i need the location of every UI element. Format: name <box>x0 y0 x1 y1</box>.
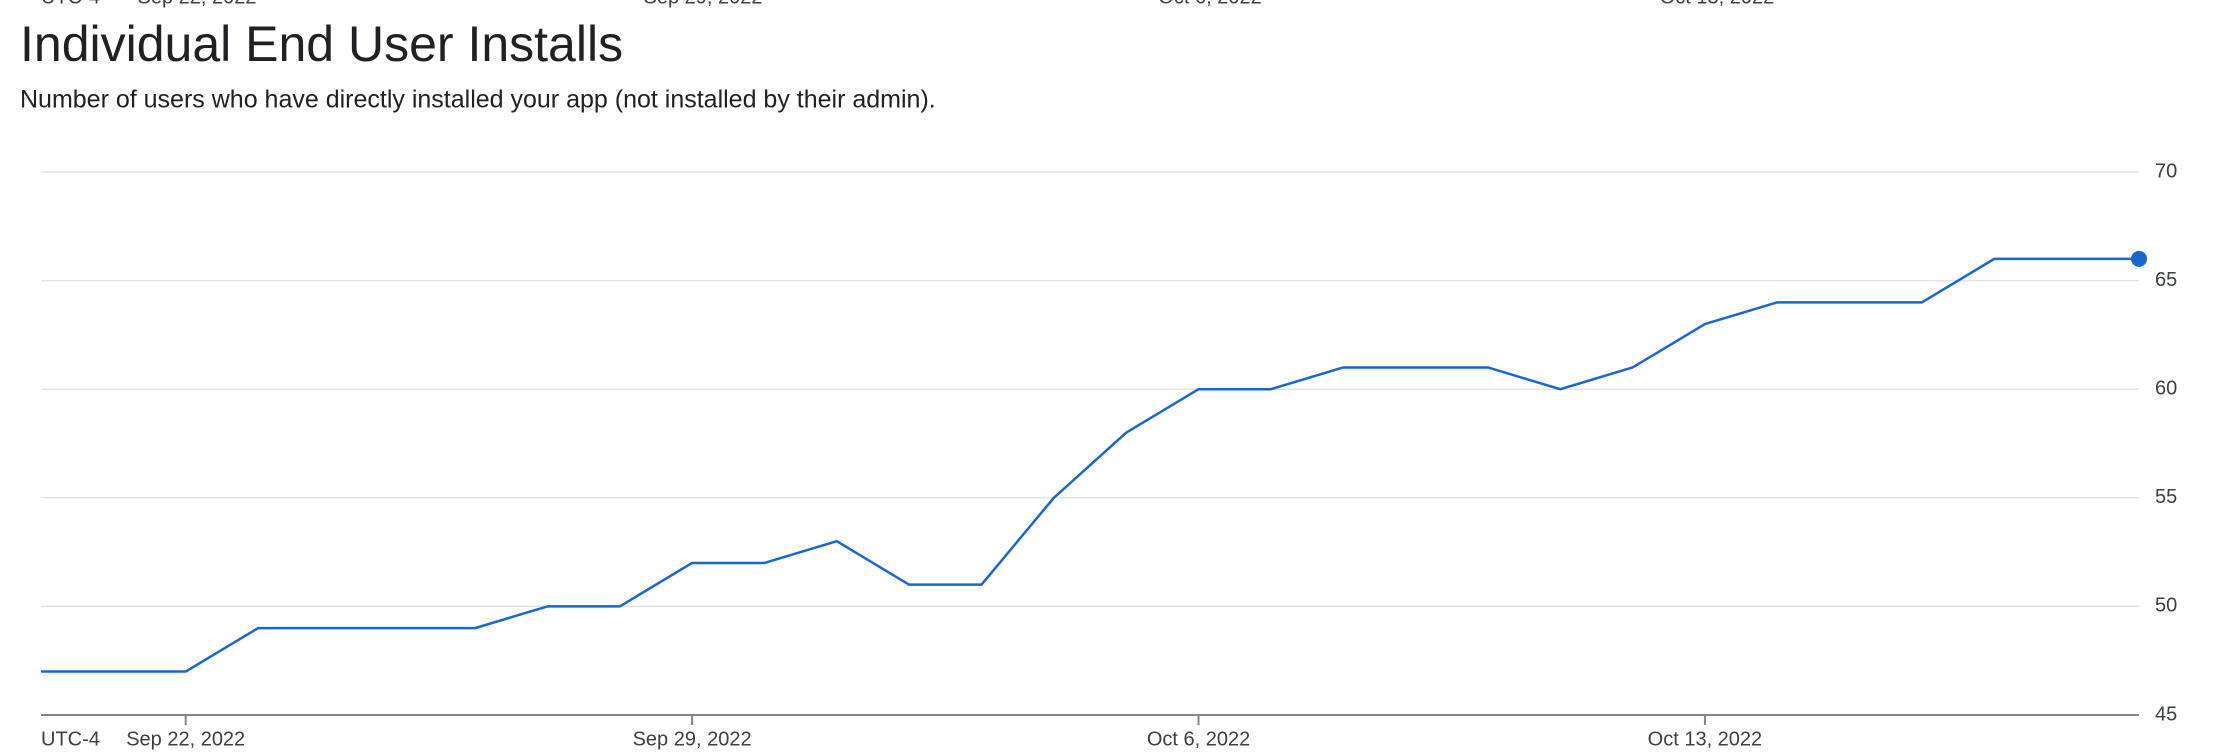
cropped-axis-label: Oct 6, 2022 <box>1158 0 1261 8</box>
cropped-axis-label: Oct 13, 2022 <box>1660 0 1775 8</box>
y-tick-label: 50 <box>2155 595 2177 617</box>
y-tick-label: 70 <box>2155 160 2177 182</box>
x-tick-label: Oct 13, 2022 <box>1648 728 1763 750</box>
y-tick-label: 60 <box>2155 377 2177 399</box>
x-tick-label: Sep 22, 2022 <box>126 728 245 750</box>
y-tick-label: 45 <box>2155 703 2177 725</box>
chart-subtitle: Number of users who have directly instal… <box>20 86 936 114</box>
line-series <box>41 257 2139 673</box>
cropped-axis-label: Sep 29, 2022 <box>644 0 763 8</box>
chart-title: Individual End User Installs <box>20 16 623 72</box>
cropped-axis-label: UTC-4 <box>41 0 100 8</box>
x-tick-label: Oct 6, 2022 <box>1147 728 1250 750</box>
y-tick-label: 55 <box>2155 486 2177 508</box>
cropped-axis-label: Sep 22, 2022 <box>138 0 257 8</box>
y-tick-label: 65 <box>2155 269 2177 291</box>
x-tick-label: Sep 29, 2022 <box>633 728 752 750</box>
last-point <box>2131 250 2147 267</box>
timezone-label: UTC-4 <box>41 728 100 750</box>
